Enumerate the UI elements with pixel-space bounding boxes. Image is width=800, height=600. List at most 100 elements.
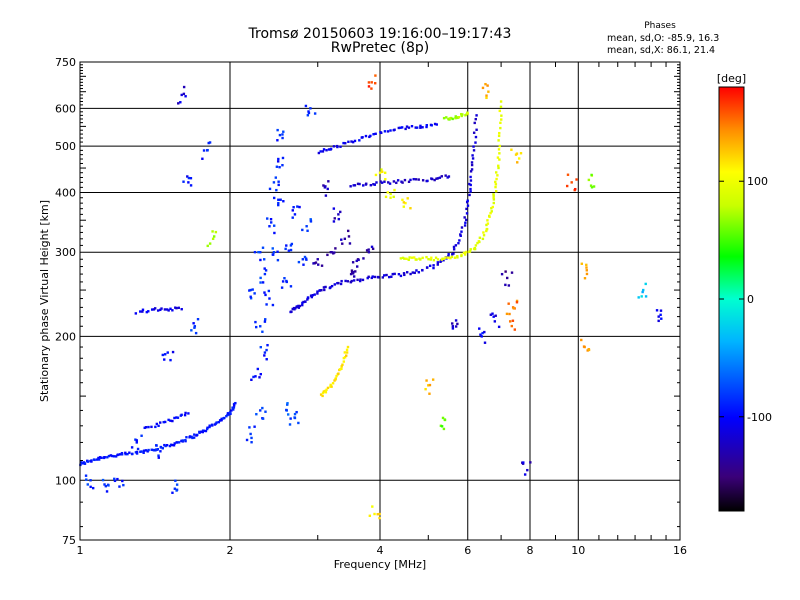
data-point (285, 408, 288, 412)
data-point (305, 225, 308, 228)
data-point (118, 485, 121, 488)
data-point (485, 96, 488, 100)
data-point (370, 245, 374, 249)
data-point (358, 139, 361, 142)
data-point (342, 141, 345, 145)
data-point (252, 375, 255, 379)
data-point (367, 248, 370, 251)
data-point (462, 251, 466, 255)
data-point (450, 255, 454, 259)
data-point (184, 439, 187, 442)
data-point (176, 416, 180, 419)
data-point (253, 292, 256, 295)
data-point (175, 483, 179, 486)
data-point (165, 443, 169, 447)
data-point (272, 251, 276, 254)
data-point (587, 348, 591, 352)
data-point (255, 412, 258, 416)
data-point (335, 144, 339, 148)
data-point (585, 272, 589, 276)
data-point (157, 454, 160, 457)
data-point (660, 317, 663, 320)
data-point (162, 420, 165, 424)
data-point (97, 458, 101, 461)
data-point (297, 260, 301, 264)
data-point (175, 306, 178, 310)
data-point (498, 158, 501, 161)
data-point (332, 252, 335, 255)
data-point (187, 176, 191, 180)
data-point (496, 174, 499, 177)
data-point (441, 257, 444, 260)
data-point (171, 309, 174, 312)
data-point (248, 426, 251, 429)
data-point (491, 312, 494, 315)
data-point (295, 410, 298, 414)
data-point (309, 107, 312, 110)
data-point (259, 258, 262, 262)
x-tick-label: 16 (673, 544, 687, 557)
data-point (259, 251, 262, 254)
data-point (288, 423, 292, 426)
data-point (289, 244, 293, 247)
data-point (135, 441, 138, 444)
data-point (494, 183, 498, 186)
data-point (249, 297, 253, 300)
data-point (259, 345, 262, 349)
data-point (447, 253, 450, 256)
data-point (122, 483, 125, 487)
data-point (414, 178, 418, 181)
data-point (373, 82, 377, 85)
stats-o-line: mean, sd,O: -85.9, 16.3 (607, 33, 720, 44)
data-point (253, 425, 256, 428)
y-tick-label: 500 (55, 140, 76, 153)
data-point (152, 308, 156, 311)
data-point (529, 461, 532, 464)
data-point (401, 181, 404, 184)
data-point (522, 461, 525, 464)
data-point (512, 307, 515, 310)
data-point (469, 183, 472, 187)
data-point (119, 453, 122, 456)
data-point (313, 112, 317, 115)
data-point (351, 272, 355, 275)
x-tick-label: 2 (227, 544, 234, 557)
data-point (147, 425, 150, 429)
data-point (410, 256, 414, 259)
data-point (326, 386, 330, 390)
data-point (640, 295, 643, 298)
data-point (272, 224, 276, 227)
data-point (392, 180, 396, 183)
data-point (194, 331, 198, 335)
data-point (286, 403, 289, 406)
y-tick-label: 200 (55, 330, 76, 343)
data-point (166, 351, 169, 354)
data-point (389, 196, 392, 199)
data-point (165, 308, 169, 311)
data-point (354, 270, 357, 273)
data-point (276, 160, 280, 163)
data-point (312, 262, 315, 265)
data-point (449, 256, 452, 260)
data-point (263, 272, 267, 276)
data-point (232, 408, 235, 411)
data-point (465, 250, 468, 254)
data-point (214, 422, 218, 425)
data-point (135, 450, 139, 454)
data-point (580, 338, 583, 342)
data-point (399, 274, 403, 278)
data-point (226, 413, 229, 417)
data-point (159, 308, 162, 312)
data-point (374, 74, 377, 77)
data-point (451, 325, 455, 328)
data-point (104, 484, 108, 488)
data-point (505, 276, 509, 280)
data-point (468, 193, 471, 197)
data-point (307, 110, 310, 113)
data-point (403, 273, 406, 277)
data-point (491, 205, 494, 209)
data-point (146, 450, 149, 453)
data-point (472, 149, 476, 152)
data-point (472, 145, 475, 148)
data-point (263, 354, 266, 357)
